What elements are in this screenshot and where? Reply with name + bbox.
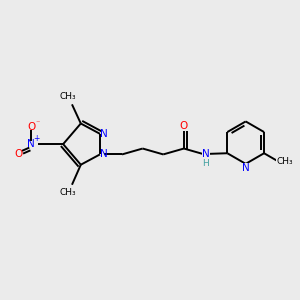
- Text: H: H: [202, 159, 209, 168]
- Text: N: N: [100, 129, 107, 139]
- Text: O: O: [27, 122, 35, 132]
- Text: ⁻: ⁻: [35, 118, 39, 127]
- Text: CH₃: CH₃: [276, 157, 293, 166]
- Text: CH₃: CH₃: [59, 92, 76, 101]
- Text: CH₃: CH₃: [59, 188, 76, 197]
- Text: N: N: [242, 163, 250, 173]
- Text: O: O: [14, 149, 22, 159]
- Text: N: N: [28, 139, 35, 149]
- Text: N: N: [100, 149, 107, 159]
- Text: +: +: [34, 134, 40, 143]
- Text: O: O: [180, 121, 188, 131]
- Text: N: N: [202, 149, 210, 159]
